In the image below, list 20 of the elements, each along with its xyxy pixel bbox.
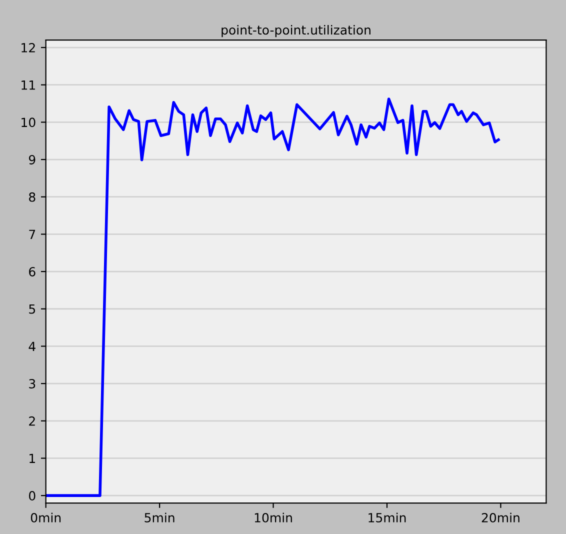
y-tick-label: 9 — [28, 155, 36, 164]
x-tick-label: 10min — [254, 512, 292, 522]
y-tick-label: 3 — [29, 379, 36, 388]
x-tick-label: 15min — [368, 512, 406, 522]
x-tick-label: 0min — [30, 512, 61, 522]
x-tick-label: 20min — [482, 512, 520, 522]
y-tick-label: 5 — [29, 304, 36, 314]
y-tick-label: 4 — [28, 342, 36, 351]
y-tick-label: 6 — [29, 267, 36, 276]
y-tick-label: 2 — [29, 416, 35, 426]
chart-title: point-to-point.utilization — [222, 24, 370, 38]
y-tick-label: 0 — [28, 491, 36, 500]
y-tick-label: 1 — [30, 454, 35, 463]
y-tick-label: 8 — [29, 192, 36, 202]
y-tick-label: 10 — [22, 118, 36, 128]
y-tick-label: 7 — [29, 230, 36, 239]
line-series — [46, 98, 500, 497]
y-tick-label: 12 — [22, 42, 35, 52]
y-tick-label: 11 — [22, 80, 35, 90]
x-tick-label: 5min — [144, 512, 174, 522]
